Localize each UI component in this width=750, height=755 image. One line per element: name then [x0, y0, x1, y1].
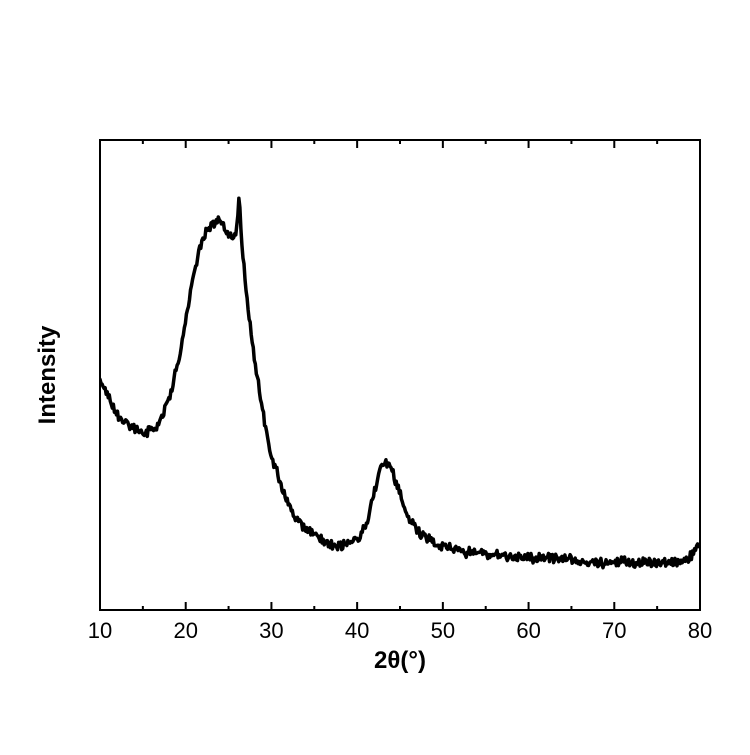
xrd-trace: [100, 198, 700, 567]
x-tick-label: 80: [688, 618, 712, 643]
x-tick-label: 30: [259, 618, 283, 643]
xrd-chart: 10 20 30 40 50 60 70 80 2θ(°) Intensity: [0, 0, 750, 750]
x-tick-label: 10: [88, 618, 112, 643]
chart-container: 10 20 30 40 50 60 70 80 2θ(°) Intensity: [0, 0, 750, 750]
plot-frame: [100, 140, 700, 610]
y-axis-label: Intensity: [34, 325, 61, 424]
x-tick-label: 20: [173, 618, 197, 643]
x-tick-label: 40: [345, 618, 369, 643]
x-tick-label: 60: [516, 618, 540, 643]
x-axis-label: 2θ(°): [374, 647, 426, 674]
x-tick-label: 70: [602, 618, 626, 643]
x-tick-label: 50: [431, 618, 455, 643]
